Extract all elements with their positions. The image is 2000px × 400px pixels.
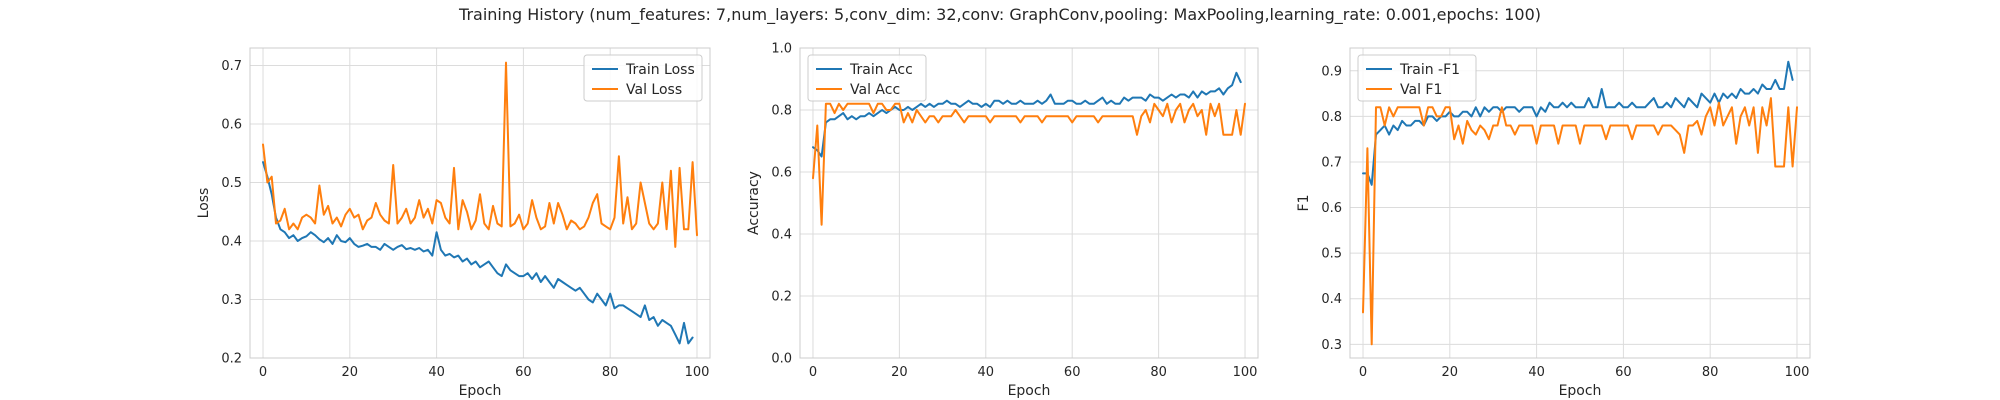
- f1-axes-frame: [1349, 47, 1811, 359]
- f1-y-tick-label: 0.6: [1321, 201, 1342, 216]
- f1-legend: Train -F1 Val F1: [1357, 54, 1477, 102]
- loss-series-line-train: [262, 161, 694, 345]
- loss-x-axis-label: Epoch: [459, 383, 502, 399]
- accuracy-series-line-train: [812, 71, 1242, 158]
- f1-y-tick-label: 0.5: [1321, 247, 1342, 262]
- loss-x-tick-label: 80: [602, 365, 619, 380]
- f1-x-tick-label: 0: [1359, 365, 1367, 380]
- f1-y-tick-label: 0.7: [1321, 155, 1342, 170]
- accuracy-axes-frame: [799, 47, 1259, 359]
- loss-x-tick-label: 20: [342, 365, 359, 380]
- f1-y-tick-label: 0.4: [1321, 292, 1342, 307]
- accuracy-x-tick-label: 20: [891, 365, 908, 380]
- accuracy-x-tick-label: 60: [1064, 365, 1081, 380]
- accuracy-x-tick-label: 0: [809, 365, 817, 380]
- f1-subplot: 0 20 40 60 80 100 0.3 0.4 0.5 0.6 0.7 0.8 0.9 Epoch F1…: [1296, 47, 1811, 399]
- accuracy-y-tick-label: 0.2: [771, 290, 792, 305]
- loss-legend-label: Train Loss: [625, 62, 695, 78]
- f1-series-line-train: [1362, 60, 1794, 186]
- accuracy-y-tick-label: 0.8: [771, 104, 792, 119]
- loss-x-tick-label: 60: [515, 365, 532, 380]
- accuracy-legend-label: Val Acc: [850, 82, 900, 98]
- loss-series-line-val: [262, 61, 698, 248]
- loss-axes-frame: [249, 47, 711, 359]
- loss-legend-label: Val Loss: [626, 82, 682, 98]
- loss-y-tick-label: 0.5: [221, 176, 242, 191]
- loss-x-tick-label: 40: [428, 365, 445, 380]
- f1-x-tick-label: 60: [1615, 365, 1632, 380]
- f1-x-tick-label: 20: [1442, 365, 1459, 380]
- accuracy-subplot: 0 20 40 60 80 100 0.0 0.2 0.4 0.6 0.8 1.0 Epoch Accur…: [746, 42, 1259, 399]
- accuracy-y-tick-label: 0.0: [771, 352, 792, 367]
- f1-series-group: [1362, 60, 1798, 346]
- accuracy-x-axis-label: Epoch: [1008, 383, 1051, 399]
- accuracy-legend-label: Train Acc: [849, 62, 913, 78]
- f1-x-tick-label: 40: [1528, 365, 1545, 380]
- loss-y-axis-label: Loss: [196, 188, 212, 219]
- accuracy-x-tick-label: 100: [1233, 365, 1258, 380]
- figure-title: Training History (num_features: 7,num_la…: [458, 5, 1541, 25]
- loss-x-tick-label: 0: [259, 365, 267, 380]
- loss-x-tick-label: 100: [685, 365, 710, 380]
- loss-y-tick-label: 0.2: [221, 352, 242, 367]
- accuracy-x-tick-label: 40: [978, 365, 995, 380]
- accuracy-x-tick-label: 80: [1150, 365, 1167, 380]
- f1-y-axis-label: F1: [1296, 195, 1312, 212]
- f1-y-tick-label: 0.3: [1321, 338, 1342, 353]
- loss-subplot: 0 20 40 60 80 100 0.2 0.3 0.4 0.5 0.6 0.7 Epoch Loss T…: [196, 47, 711, 399]
- f1-y-tick-label: 0.8: [1321, 110, 1342, 125]
- f1-legend-label: Train -F1: [1399, 62, 1460, 78]
- f1-series-line-val: [1362, 97, 1798, 346]
- f1-x-tick-label: 100: [1785, 365, 1810, 380]
- accuracy-legend: Train Acc Val Acc: [807, 54, 927, 102]
- f1-x-axis-label: Epoch: [1559, 383, 1602, 399]
- loss-legend: Train Loss Val Loss: [583, 54, 703, 102]
- accuracy-y-tick-label: 0.6: [771, 166, 792, 181]
- f1-legend-label: Val F1: [1400, 82, 1442, 98]
- loss-y-tick-label: 0.7: [221, 59, 242, 74]
- loss-y-tick-label: 0.3: [221, 293, 242, 308]
- accuracy-series-line-val: [812, 102, 1246, 226]
- loss-y-tick-label: 0.6: [221, 118, 242, 133]
- accuracy-y-tick-label: 1.0: [771, 42, 792, 57]
- accuracy-series-group: [812, 71, 1246, 226]
- accuracy-y-tick-label: 0.4: [771, 228, 792, 243]
- loss-series-group: [262, 61, 698, 345]
- loss-y-tick-label: 0.4: [221, 235, 242, 250]
- accuracy-y-axis-label: Accuracy: [746, 171, 762, 235]
- f1-x-tick-label: 80: [1702, 365, 1719, 380]
- f1-y-tick-label: 0.9: [1321, 64, 1342, 79]
